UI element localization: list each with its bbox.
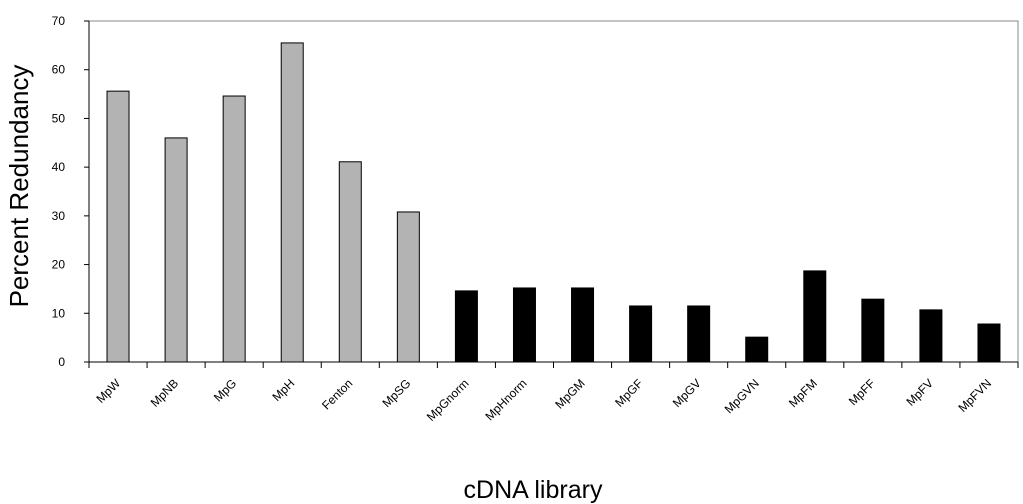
x-tick-label: MpW bbox=[93, 376, 123, 406]
x-tick-label: MpG bbox=[211, 376, 239, 404]
x-tick-label: MpH bbox=[270, 376, 298, 404]
x-tick-label: MpFVN bbox=[955, 376, 994, 415]
y-tick-label: 20 bbox=[52, 258, 66, 272]
bar bbox=[803, 270, 827, 363]
x-tick-label: MpFF bbox=[846, 376, 878, 408]
x-tick-label: MpNB bbox=[148, 376, 181, 409]
bar bbox=[164, 137, 188, 363]
y-tick-label: 50 bbox=[52, 111, 66, 125]
bar bbox=[106, 90, 130, 363]
bar bbox=[222, 95, 246, 363]
bar bbox=[280, 42, 304, 363]
bar bbox=[512, 287, 536, 363]
bar bbox=[629, 305, 653, 363]
x-tick-label: MpGF bbox=[612, 376, 645, 409]
bar bbox=[919, 309, 943, 363]
x-tick-label: MpGnorm bbox=[424, 376, 472, 424]
y-tick-label: 10 bbox=[52, 306, 66, 320]
x-tick-label: MpGVN bbox=[722, 376, 762, 416]
y-tick-label: 40 bbox=[52, 160, 66, 174]
bar bbox=[396, 211, 420, 363]
bar bbox=[338, 161, 362, 363]
bar bbox=[687, 305, 711, 363]
x-tick-label: MpHnorm bbox=[482, 376, 529, 423]
x-axis-label: cDNA library bbox=[464, 476, 603, 504]
x-tick-label: MpGM bbox=[552, 376, 587, 411]
x-tick-label: MpSG bbox=[380, 376, 414, 410]
bar bbox=[745, 336, 769, 363]
bar bbox=[571, 287, 595, 363]
y-axis-label: Percent Redundancy bbox=[4, 65, 34, 308]
x-tick-label: MpGV bbox=[670, 376, 704, 410]
bar bbox=[861, 298, 885, 363]
x-tick-label: MpFV bbox=[903, 376, 936, 409]
x-tick-label: Fenton bbox=[319, 376, 355, 412]
y-tick-label: 60 bbox=[52, 63, 66, 77]
y-tick-label: 0 bbox=[58, 355, 65, 369]
x-tick-label: MpFM bbox=[786, 376, 820, 410]
y-tick-label: 70 bbox=[52, 14, 66, 28]
y-tick-label: 30 bbox=[52, 209, 66, 223]
bar bbox=[977, 323, 1001, 363]
bar bbox=[454, 290, 478, 363]
